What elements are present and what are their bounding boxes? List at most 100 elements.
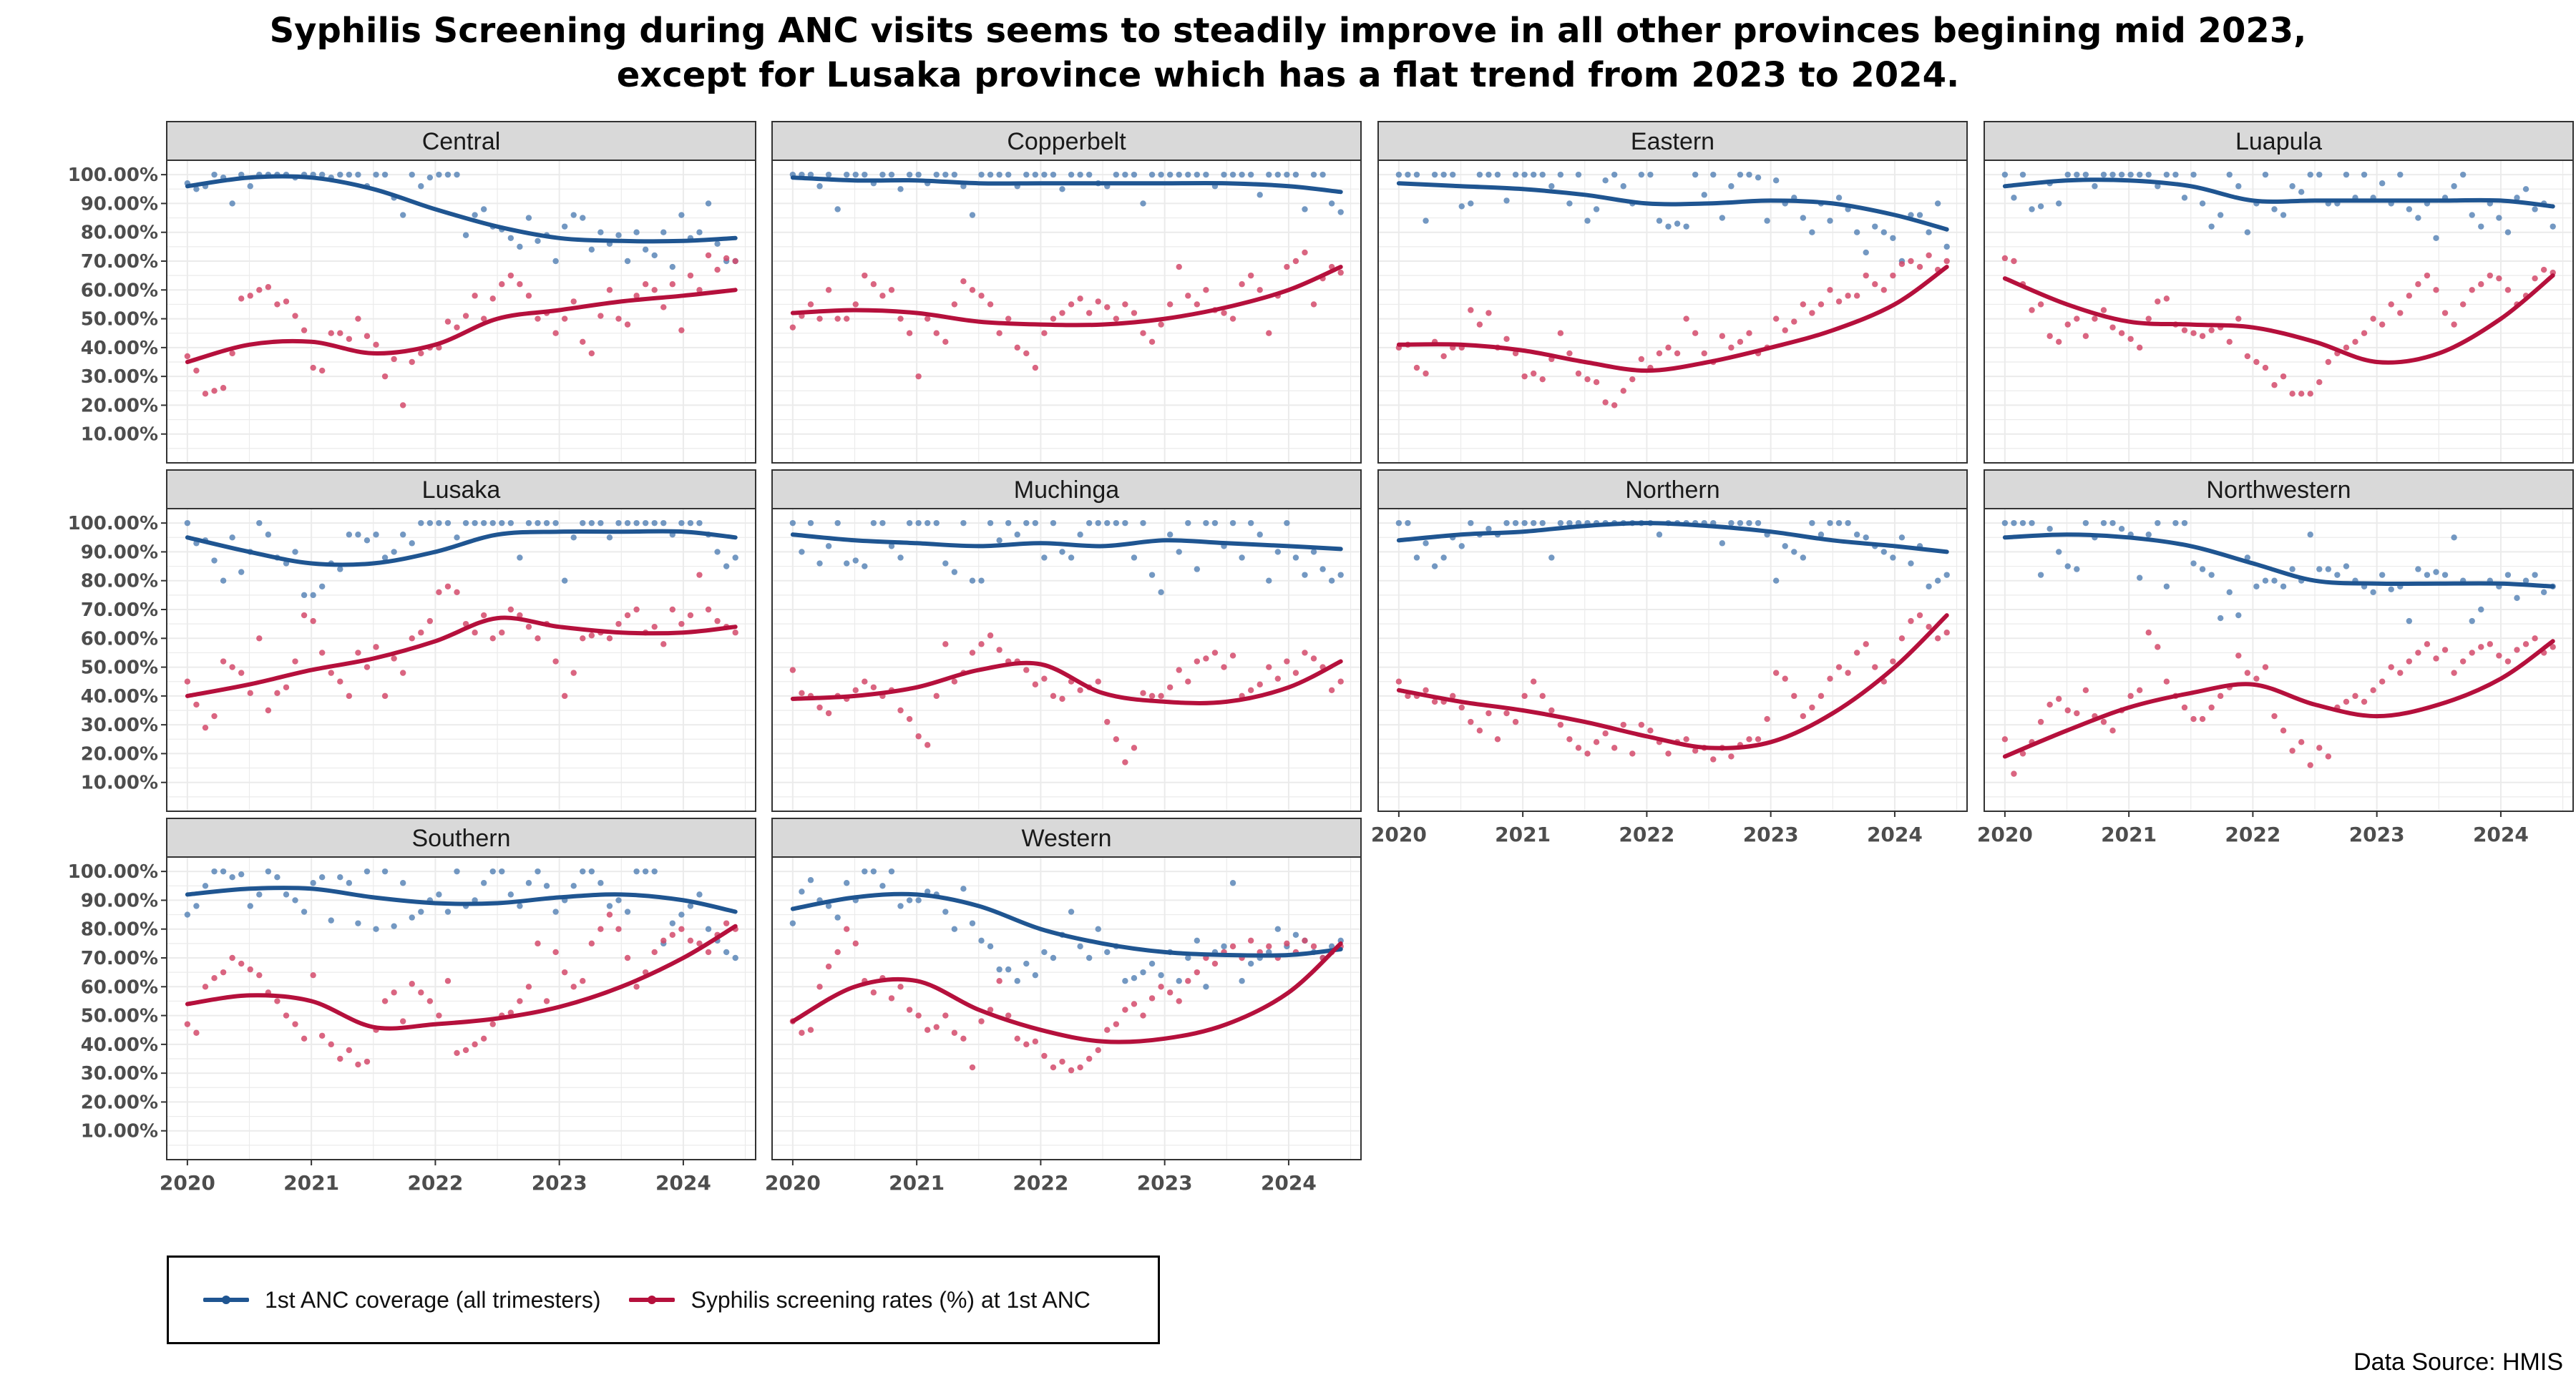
syphilis-point xyxy=(418,989,424,996)
syphilis-point xyxy=(337,678,343,685)
anc-point xyxy=(2370,589,2376,596)
anc-point xyxy=(444,519,452,527)
anc-point xyxy=(2280,583,2287,589)
syphilis-point xyxy=(2280,373,2287,380)
anc-point xyxy=(879,883,886,889)
anc-point xyxy=(570,883,577,889)
syphilis-point xyxy=(310,971,316,979)
syphilis-point xyxy=(1005,315,1012,322)
anc-point xyxy=(1584,217,1591,224)
anc-point xyxy=(2244,554,2251,561)
anc-point xyxy=(723,563,730,569)
syphilis-point xyxy=(1423,687,1429,693)
syphilis-point xyxy=(499,630,505,636)
y-tick-label: 30.00% xyxy=(81,366,158,388)
anc-point xyxy=(1239,554,1245,561)
anc-point xyxy=(2469,617,2475,625)
anc-point xyxy=(789,519,796,527)
y-tick-label: 50.00% xyxy=(81,1006,158,1027)
anc-point xyxy=(1005,519,1012,527)
syphilis-point xyxy=(247,966,253,973)
anc-point xyxy=(844,880,850,886)
syphilis-point xyxy=(480,315,487,322)
syphilis-point xyxy=(1683,736,1689,743)
anc-point xyxy=(1131,554,1138,561)
anc-point xyxy=(2235,612,2242,619)
anc-point xyxy=(2136,171,2143,178)
anc-point xyxy=(642,246,649,253)
syphilis-point xyxy=(373,341,379,348)
anc-point xyxy=(1566,200,1573,207)
anc-point xyxy=(355,532,361,538)
legend-item-anc-coverage: 1st ANC coverage (all trimesters) xyxy=(203,1287,600,1313)
anc-point xyxy=(480,880,487,886)
syphilis-point xyxy=(1050,1064,1057,1071)
anc-point xyxy=(1656,217,1663,224)
syphilis-trend-line xyxy=(185,288,738,364)
syphilis-point xyxy=(2532,275,2538,282)
syphilis-point xyxy=(678,926,685,932)
syphilis-point xyxy=(220,658,227,665)
y-tick-label: 80.00% xyxy=(81,571,158,592)
syphilis-point xyxy=(1395,678,1402,685)
syphilis-point xyxy=(723,920,730,926)
anc-point xyxy=(696,891,703,898)
syphilis-point xyxy=(879,293,886,299)
anc-point xyxy=(229,200,235,207)
y-tick-label: 70.00% xyxy=(81,599,158,621)
anc-point xyxy=(951,171,958,178)
syphilis-point xyxy=(409,981,415,987)
syphilis-point xyxy=(1916,612,1923,619)
anc-point xyxy=(2217,212,2224,218)
syphilis-point xyxy=(1050,315,1057,322)
syphilis-point xyxy=(211,975,218,982)
syphilis-point xyxy=(1512,718,1519,725)
anc-point xyxy=(1050,519,1057,527)
anc-point xyxy=(1530,519,1537,527)
syphilis-point xyxy=(1077,295,1083,302)
syphilis-point xyxy=(436,589,442,596)
syphilis-point xyxy=(2496,652,2502,659)
chart-title: Syphilis Screening during ANC visits see… xyxy=(0,9,2576,97)
syphilis-point xyxy=(960,278,967,285)
syphilis-point xyxy=(669,931,676,938)
anc-point xyxy=(2504,229,2512,235)
syphilis-point xyxy=(1890,658,1896,665)
anc-point xyxy=(1257,532,1263,538)
anc-point xyxy=(1683,223,1689,230)
syphilis-point xyxy=(1095,298,1101,305)
anc-point xyxy=(1458,203,1465,210)
anc-point xyxy=(624,519,631,527)
anc-point xyxy=(1310,171,1317,178)
anc-point xyxy=(1853,532,1860,538)
panel-northern: Northern 2020 2021 2022 2023 2024 xyxy=(1371,469,1968,846)
panel-title-southern: Southern xyxy=(412,825,511,852)
panel-border xyxy=(1984,160,2574,464)
syphilis-point xyxy=(1800,713,1807,720)
anc-point xyxy=(1014,978,1020,984)
anc-point xyxy=(561,223,568,230)
anc-point xyxy=(543,883,550,889)
syphilis-point xyxy=(1229,315,1236,322)
anc-point xyxy=(897,903,904,909)
syphilis-point xyxy=(1041,675,1048,682)
anc-point xyxy=(1274,549,1282,555)
syphilis-point xyxy=(1575,745,1582,751)
anc-point xyxy=(678,212,685,218)
anc-point xyxy=(862,563,868,569)
anc-point xyxy=(987,171,994,178)
anc-point xyxy=(2100,171,2107,178)
anc-point xyxy=(852,171,859,178)
anc-point xyxy=(238,569,245,575)
syphilis-point xyxy=(1926,252,1932,259)
syphilis-point xyxy=(624,321,631,328)
anc-point xyxy=(426,174,434,181)
anc-point xyxy=(265,868,272,875)
anc-point xyxy=(444,909,452,915)
anc-point xyxy=(633,229,640,235)
anc-point xyxy=(1032,971,1039,979)
syphilis-point xyxy=(2208,327,2215,333)
syphilis-point xyxy=(265,284,272,290)
anc-point xyxy=(2019,519,2026,527)
anc-point xyxy=(399,880,406,886)
